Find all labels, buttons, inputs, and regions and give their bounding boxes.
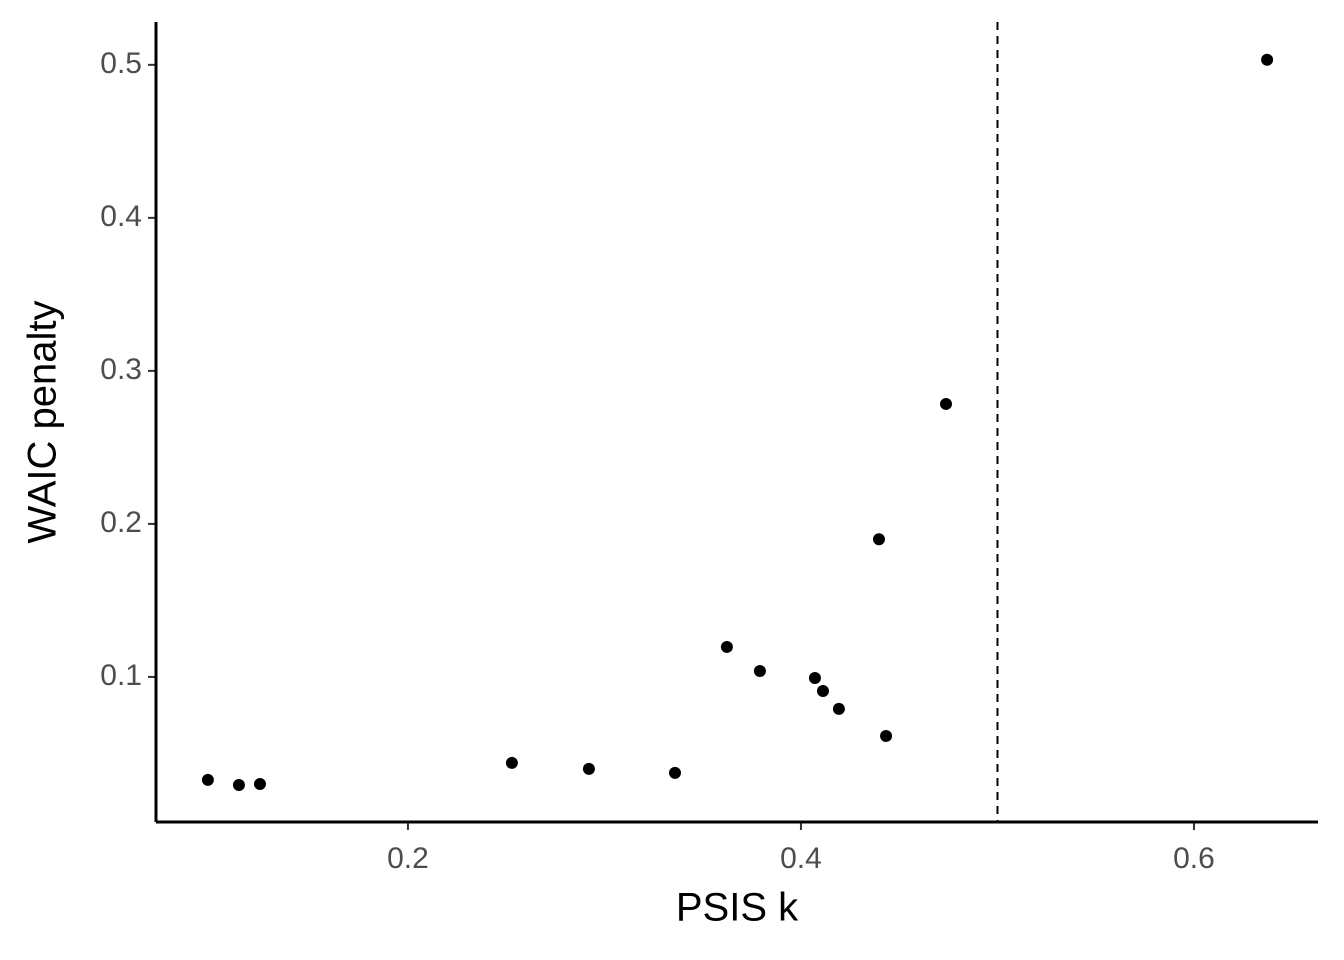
point — [872, 533, 885, 546]
point — [253, 778, 266, 791]
point — [582, 762, 595, 775]
point — [939, 397, 952, 410]
y-tick-label: 0.5 — [100, 47, 142, 80]
point — [720, 640, 733, 653]
y-axis-title: WAIC penalty — [21, 300, 65, 543]
x-tick-label: 0.6 — [1173, 842, 1215, 875]
y-tick-label: 0.2 — [100, 506, 142, 539]
point — [1261, 53, 1274, 66]
y-tick-label: 0.3 — [100, 353, 142, 386]
point — [505, 756, 518, 769]
point — [753, 664, 766, 677]
x-tick-label: 0.4 — [780, 842, 822, 875]
point — [201, 773, 214, 786]
x-tick-label: 0.2 — [387, 842, 429, 875]
x-axis-title: PSIS k — [676, 886, 799, 930]
point — [832, 702, 845, 715]
point — [880, 730, 893, 743]
y-tick-label: 0.1 — [100, 659, 142, 692]
point — [232, 778, 245, 791]
point — [808, 672, 821, 685]
point — [668, 766, 681, 779]
point — [816, 685, 829, 698]
y-tick-label: 0.4 — [100, 200, 142, 233]
